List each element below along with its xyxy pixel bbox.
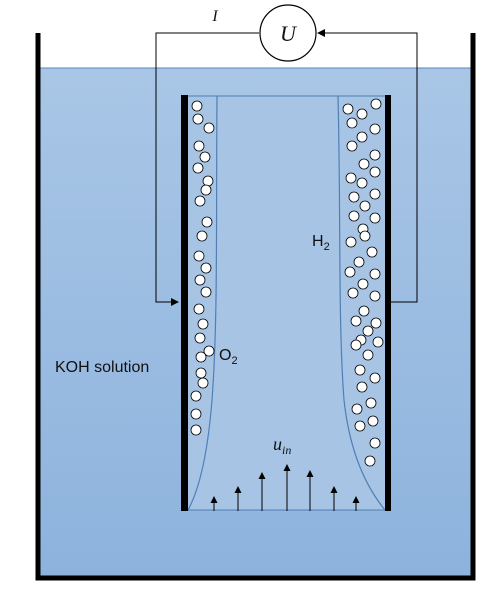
velocity-arrow-head <box>210 496 218 503</box>
velocity-arrow-head <box>330 486 338 493</box>
gas-bubble <box>369 437 381 449</box>
gas-bubble <box>369 372 381 384</box>
gas-bubble <box>342 103 354 115</box>
velocity-arrow-head <box>352 496 360 503</box>
gas-bubble <box>202 175 214 187</box>
oxygen-bubbles <box>190 100 215 436</box>
gas-bubble <box>358 305 370 317</box>
gas-bubble <box>345 172 357 184</box>
gas-bubble <box>359 200 371 212</box>
gas-bubble <box>346 140 358 152</box>
gas-bubble <box>192 113 204 125</box>
electrolyte-label: KOH solution <box>55 359 149 376</box>
gas-bubble <box>348 191 360 203</box>
gas-bubble <box>190 424 202 436</box>
velocity-arrow-head <box>283 464 291 471</box>
gas-bubble <box>354 420 366 432</box>
gas-bubble <box>365 397 377 409</box>
inflow-label-base: u <box>273 434 282 454</box>
hydrogen-label-base: H <box>312 233 324 250</box>
oxygen-label-base: O <box>219 347 231 364</box>
gas-bubble <box>193 250 205 262</box>
wire-to-meter <box>317 29 418 303</box>
wire-to-anode <box>155 32 259 306</box>
gas-bubble <box>350 339 362 351</box>
gas-bubble <box>369 166 381 178</box>
gas-bubble <box>195 367 207 379</box>
oxygen-label-sub: 2 <box>231 355 237 367</box>
gas-bubble <box>369 149 381 161</box>
gas-bubble <box>356 381 368 393</box>
gas-bubble <box>195 351 207 363</box>
oxygen-label: O2 <box>219 347 238 367</box>
gas-bubble <box>194 195 206 207</box>
gas-bubble <box>351 403 363 415</box>
gas-bubble <box>191 100 203 112</box>
gas-bubble <box>372 336 384 348</box>
gas-bubble <box>347 287 359 299</box>
inflow-velocity-arrows <box>210 464 360 511</box>
voltage-source-circle <box>259 4 317 62</box>
gas-bubble <box>200 286 212 298</box>
cathode-plume-boundary <box>337 95 386 511</box>
gas-bubble <box>358 158 370 170</box>
cathode-electrode <box>385 95 391 511</box>
gas-bubble <box>344 266 356 278</box>
hydrogen-label: H2 <box>312 233 330 253</box>
gas-bubble <box>197 318 209 330</box>
gas-bubble <box>357 278 369 290</box>
gas-bubble <box>197 377 209 389</box>
gas-bubble <box>200 262 212 274</box>
gas-bubble <box>367 415 379 427</box>
gas-bubble <box>356 108 368 120</box>
channel-region <box>188 96 385 510</box>
gas-bubble <box>369 123 381 135</box>
gas-bubble <box>192 162 204 174</box>
gas-bubble <box>370 98 382 110</box>
inflow-label-sub: in <box>282 443 291 457</box>
gas-bubble <box>369 188 381 200</box>
gas-bubble <box>364 455 376 467</box>
hydrogen-label-sub: 2 <box>324 241 330 253</box>
anode-electrode <box>181 95 188 511</box>
hydrogen-bubbles <box>342 98 384 467</box>
gas-bubble <box>369 212 381 224</box>
gas-bubble <box>194 274 206 286</box>
anode-plume-boundary <box>187 95 218 511</box>
gas-bubble <box>193 140 205 152</box>
gas-bubble <box>199 151 211 163</box>
gas-bubble <box>366 246 378 258</box>
velocity-arrow-head <box>258 472 266 479</box>
gas-bubble <box>369 268 381 280</box>
velocity-arrow-head <box>306 470 314 477</box>
tank-wall <box>35 33 476 581</box>
gas-bubble <box>362 325 374 337</box>
gas-bubble <box>350 315 362 327</box>
gas-bubble <box>356 131 368 143</box>
gas-bubble <box>356 177 368 189</box>
voltage-symbol: U <box>280 21 298 46</box>
gas-bubble <box>190 390 202 402</box>
gas-bubble <box>203 345 215 357</box>
gas-bubble <box>346 117 358 129</box>
gas-bubble <box>194 332 206 344</box>
velocity-arrow-head <box>234 486 242 493</box>
gas-bubble <box>193 303 205 315</box>
gas-bubble <box>370 317 382 329</box>
gas-bubble <box>196 230 208 242</box>
gas-bubble <box>362 349 374 361</box>
gas-bubble <box>190 408 202 420</box>
gas-bubble <box>359 230 371 242</box>
gas-bubble <box>345 236 357 248</box>
gas-bubble <box>348 210 360 222</box>
current-symbol: I <box>211 8 218 25</box>
gas-bubble <box>200 184 212 196</box>
gas-bubble <box>369 290 381 302</box>
gas-bubble <box>203 122 215 134</box>
gas-bubble <box>354 364 366 376</box>
gas-bubble <box>353 256 365 268</box>
inflow-label: uin <box>273 434 291 457</box>
gas-bubble <box>201 216 213 228</box>
